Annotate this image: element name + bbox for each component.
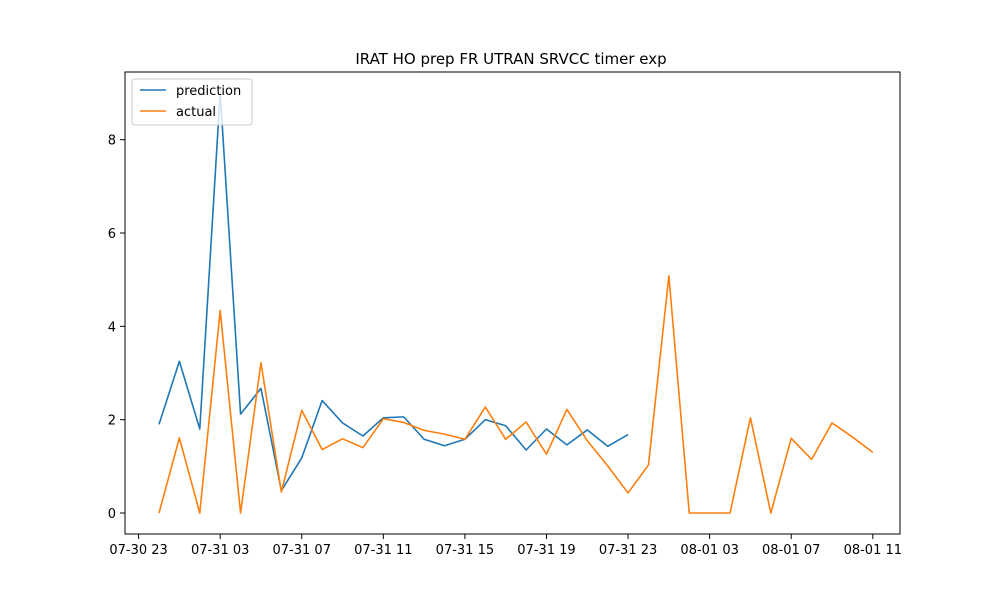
x-tick-label: 08-01 03 bbox=[680, 543, 738, 558]
x-tick-label: 07-31 07 bbox=[273, 543, 331, 558]
legend-label-actual: actual bbox=[176, 105, 216, 120]
y-axis: 0 2 4 6 8 bbox=[108, 134, 125, 522]
series-line-prediction bbox=[158, 92, 629, 492]
chart-title: IRAT HO prep FR UTRAN SRVCC timer exp bbox=[355, 50, 666, 68]
x-tick-label: 07-31 19 bbox=[517, 543, 575, 558]
series-line-actual bbox=[158, 275, 874, 514]
series-points-actual bbox=[158, 275, 873, 514]
x-tick-label: 08-01 07 bbox=[762, 543, 820, 558]
x-tick-label: 07-30 23 bbox=[109, 543, 167, 558]
legend-label-prediction: prediction bbox=[176, 84, 241, 99]
x-tick-label: 07-31 03 bbox=[191, 543, 249, 558]
y-tick-label: 6 bbox=[108, 227, 116, 242]
y-tick-label: 2 bbox=[108, 414, 116, 429]
x-tick-label: 07-31 23 bbox=[599, 543, 657, 558]
y-tick-label: 8 bbox=[108, 134, 116, 149]
plot-frame bbox=[124, 71, 901, 535]
y-tick-label: 4 bbox=[108, 320, 116, 335]
legend: prediction actual bbox=[131, 78, 253, 126]
x-tick-label: 07-31 11 bbox=[354, 543, 412, 558]
x-tick-label: 08-01 11 bbox=[844, 543, 902, 558]
series-layer bbox=[158, 92, 874, 514]
x-tick-label: 07-31 15 bbox=[436, 543, 494, 558]
y-tick-label: 0 bbox=[108, 507, 116, 522]
x-axis: 07-30 23 07-31 03 07-31 07 07-31 11 07-31 15… bbox=[109, 534, 902, 558]
